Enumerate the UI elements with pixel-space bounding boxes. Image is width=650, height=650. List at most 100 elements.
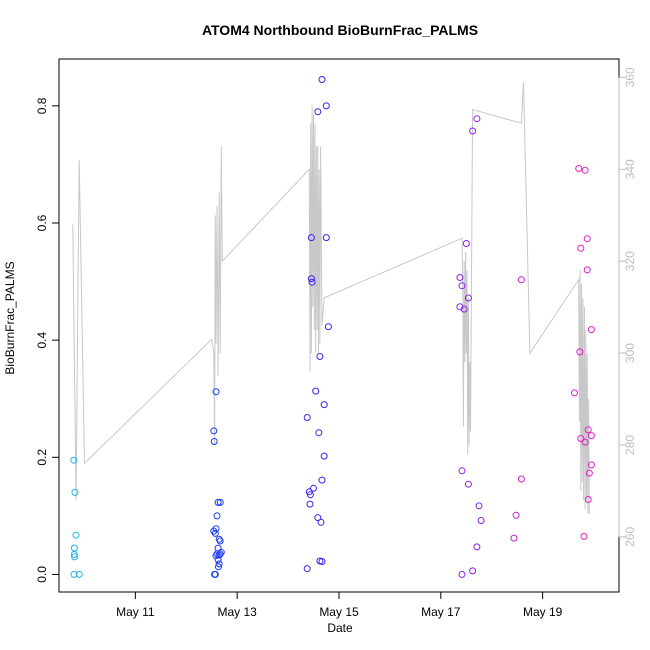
data-point	[577, 244, 585, 252]
data-point	[306, 500, 314, 508]
data-point	[307, 234, 315, 242]
plot-frame	[58, 58, 620, 593]
data-point	[215, 535, 223, 543]
x-tick-label: May 13	[218, 605, 258, 619]
y2-tick-label: 280	[623, 435, 637, 455]
data-point	[473, 543, 481, 551]
data-point	[214, 544, 222, 552]
data-point	[517, 475, 525, 483]
data-point	[587, 326, 595, 334]
data-point	[216, 498, 224, 506]
data-point	[210, 438, 218, 445]
y-tick-label: 0.2	[35, 449, 49, 466]
data-point	[71, 553, 79, 561]
data-point	[210, 427, 218, 435]
data-point	[464, 480, 472, 488]
y2-tick-label: 360	[623, 67, 637, 87]
data-point	[70, 456, 78, 464]
y2-tick-label: 340	[623, 159, 637, 179]
data-point	[583, 266, 591, 274]
data-point	[458, 467, 466, 475]
data-point	[469, 567, 477, 575]
data-point	[469, 127, 477, 135]
data-point	[217, 548, 225, 556]
data-point	[462, 240, 470, 247]
data-point	[318, 558, 326, 565]
data-point	[587, 432, 595, 440]
data-point	[216, 537, 224, 545]
data-point	[70, 544, 78, 552]
data-point	[473, 115, 481, 123]
data-point	[211, 570, 219, 578]
x-tick-label: May 11	[116, 605, 155, 619]
data-point	[318, 76, 326, 83]
data-point	[571, 389, 578, 397]
y2-tick-label: 320	[623, 251, 637, 271]
x-tick-label: May 15	[319, 605, 359, 619]
data-point	[517, 276, 525, 284]
data-point	[585, 469, 593, 477]
data-point	[317, 518, 325, 526]
x-axis-label: Date	[327, 621, 353, 635]
data-point	[314, 108, 322, 116]
data-point	[303, 414, 311, 421]
data-point	[581, 438, 589, 446]
data-point	[212, 525, 220, 533]
data-point	[576, 348, 584, 356]
data-point	[214, 498, 222, 506]
y-tick-label: 0.8	[35, 97, 49, 114]
y-axis: 0.0 0.2 0.4 0.6 0.8	[35, 97, 60, 583]
data-point	[211, 529, 219, 537]
data-point	[460, 305, 468, 313]
y-tick-label: 0.0	[35, 566, 49, 583]
y2-tick-label: 300	[623, 343, 637, 363]
data-point	[306, 491, 314, 499]
data-point	[312, 387, 320, 395]
data-point	[70, 570, 78, 578]
y-tick-label: 0.4	[35, 331, 49, 348]
data-point	[510, 534, 518, 542]
data-point	[214, 556, 222, 564]
data-point	[575, 165, 583, 172]
data-point	[584, 496, 592, 503]
data-point	[577, 435, 585, 442]
data-point	[305, 488, 313, 496]
data-point	[310, 484, 317, 492]
data-point	[215, 560, 223, 568]
data-point	[456, 274, 464, 281]
data-point	[458, 570, 466, 578]
data-point	[315, 429, 323, 437]
data-point	[70, 551, 78, 558]
data-point	[75, 570, 83, 578]
data-point	[308, 278, 316, 286]
data-point	[584, 426, 592, 434]
data-point	[71, 488, 79, 496]
data-point	[307, 275, 315, 283]
data-point	[322, 102, 330, 110]
data-point	[303, 565, 311, 573]
data-point	[314, 514, 322, 522]
data-point	[318, 476, 326, 484]
data-point	[320, 452, 328, 460]
data-point	[512, 511, 520, 519]
data-point	[216, 550, 224, 558]
data-point	[464, 294, 472, 302]
data-point	[322, 234, 330, 242]
x-tick-label: May 17	[421, 605, 461, 619]
data-point	[477, 517, 485, 524]
data-point	[475, 502, 483, 510]
data-point	[316, 353, 324, 360]
y2-series-line	[72, 81, 590, 514]
data-point	[214, 563, 222, 571]
y2-line-path	[72, 81, 590, 514]
y2-tick-label: 260	[623, 527, 637, 547]
scatter-points	[70, 76, 595, 578]
data-point	[583, 235, 591, 243]
data-point	[213, 512, 221, 520]
chart-title: ATOM4 Northbound BioBurnFrac_PALMS	[202, 22, 478, 38]
data-point	[581, 166, 589, 174]
data-point	[324, 323, 332, 331]
data-point	[580, 532, 588, 540]
data-point	[458, 282, 466, 290]
